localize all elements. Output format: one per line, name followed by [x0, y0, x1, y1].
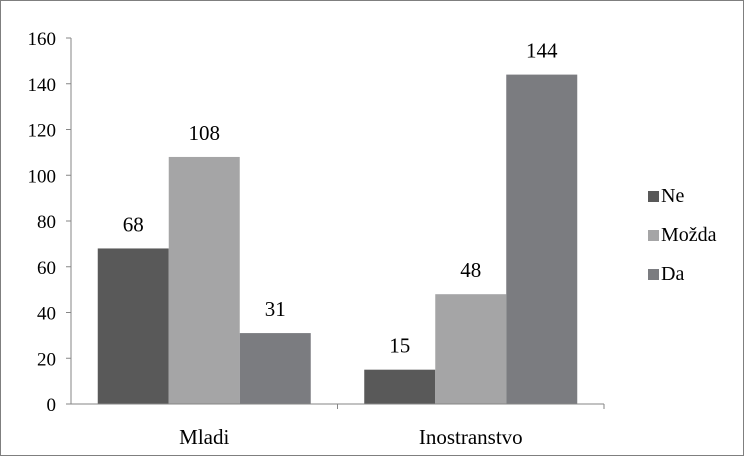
- legend-swatch: [648, 269, 659, 280]
- data-label: 31: [265, 297, 286, 321]
- legend-swatch: [648, 191, 659, 202]
- y-tick-label: 0: [47, 395, 57, 416]
- y-tick-label: 80: [37, 212, 56, 233]
- y-tick-label: 140: [28, 75, 57, 96]
- data-label: 15: [389, 334, 410, 358]
- bars: [97, 74, 578, 404]
- legend-label: Možda: [661, 224, 717, 246]
- legend-swatch: [648, 230, 659, 241]
- y-tick-label: 20: [37, 349, 56, 370]
- y-tick-label: 120: [28, 121, 57, 142]
- y-tick-label: 60: [37, 258, 56, 279]
- bar-ne-inostranstvo: [364, 369, 436, 404]
- y-tick-label: 40: [37, 304, 56, 325]
- x-category-label: Mladi: [179, 425, 229, 449]
- legend: Ne Možda Da: [648, 185, 717, 285]
- data-label: 144: [526, 39, 558, 63]
- data-label: 108: [189, 121, 221, 145]
- bar-da-inostranstvo: [506, 74, 578, 404]
- bar-mo-da-inostranstvo: [435, 294, 507, 404]
- y-tick-label: 160: [28, 29, 57, 50]
- legend-label: Ne: [661, 185, 684, 207]
- y-axis: 0 20 40 60 80 100 120 140 160: [28, 29, 72, 416]
- data-label: 68: [123, 212, 144, 236]
- data-label: 48: [460, 258, 481, 282]
- legend-label: Da: [661, 263, 684, 285]
- x-category-label: Inostranstvo: [419, 425, 523, 449]
- y-tick-label: 100: [28, 166, 57, 187]
- bar-ne-mladi: [97, 248, 169, 404]
- x-axis: Mladi Inostranstvo: [71, 403, 605, 449]
- bar-da-mladi: [239, 333, 311, 404]
- value-labels: 68 108 31 15 48 144: [123, 39, 558, 358]
- bar-mo-da-mladi: [168, 156, 240, 404]
